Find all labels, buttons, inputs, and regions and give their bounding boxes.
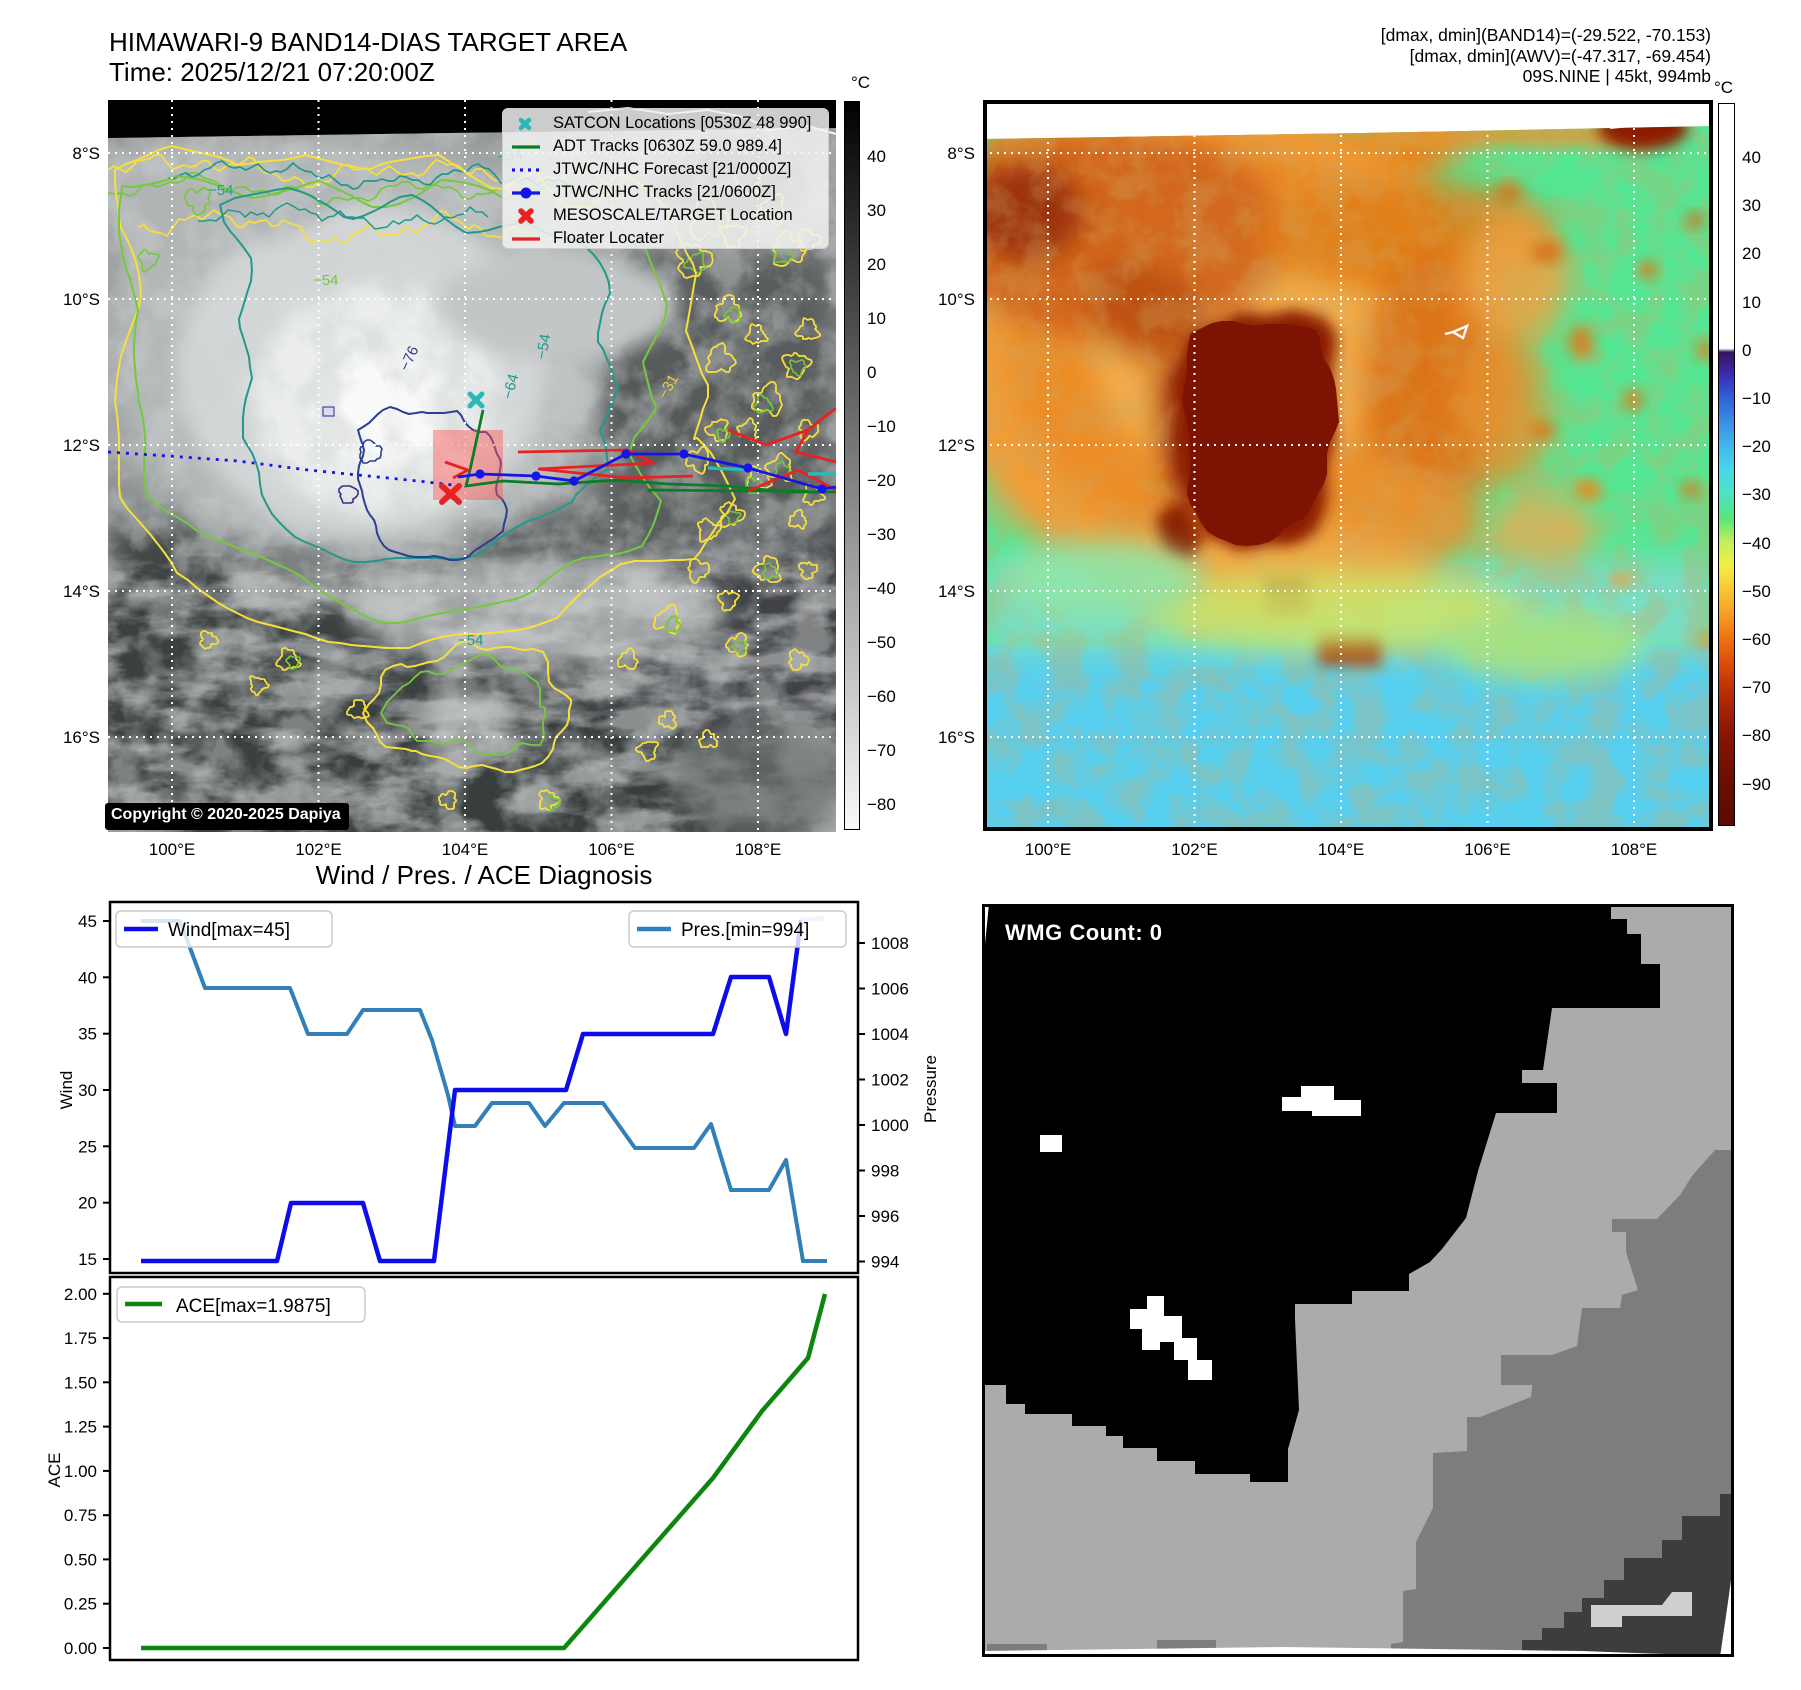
svg-text:15: 15 — [78, 1250, 97, 1269]
svg-text:1008: 1008 — [871, 934, 909, 953]
svg-text:Pressure: Pressure — [921, 1055, 940, 1123]
svg-text:996: 996 — [871, 1207, 899, 1226]
svg-text:20: 20 — [78, 1194, 97, 1213]
svg-text:25: 25 — [78, 1137, 97, 1156]
svg-text:ACE: ACE — [45, 1453, 64, 1488]
svg-text:45: 45 — [78, 912, 97, 931]
svg-text:Wind: Wind — [57, 1071, 76, 1110]
svg-text:994: 994 — [871, 1253, 899, 1272]
svg-text:30: 30 — [78, 1081, 97, 1100]
svg-text:−54: −54 — [533, 333, 554, 361]
svg-text:0.25: 0.25 — [64, 1595, 97, 1614]
svg-text:40: 40 — [78, 968, 97, 987]
svg-text:1000: 1000 — [871, 1116, 909, 1135]
svg-text:WMG Count: 0: WMG Count: 0 — [1005, 920, 1163, 945]
svg-text:35: 35 — [78, 1025, 97, 1044]
svg-text:1002: 1002 — [871, 1071, 909, 1090]
svg-text:−54: −54 — [208, 182, 233, 199]
svg-text:1006: 1006 — [871, 980, 909, 999]
svg-text:−54: −54 — [458, 632, 483, 649]
svg-text:Wind[max=45]: Wind[max=45] — [168, 920, 290, 941]
svg-text:2.00: 2.00 — [64, 1285, 97, 1304]
svg-text:1.00: 1.00 — [64, 1462, 97, 1481]
svg-text:1.75: 1.75 — [64, 1329, 97, 1348]
svg-text:0.75: 0.75 — [64, 1506, 97, 1525]
svg-text:1004: 1004 — [871, 1025, 909, 1044]
svg-text:0.50: 0.50 — [64, 1550, 97, 1569]
svg-text:−64: −64 — [499, 372, 522, 401]
svg-text:998: 998 — [871, 1162, 899, 1181]
svg-text:1.25: 1.25 — [64, 1418, 97, 1437]
svg-text:Pres.[min=994]: Pres.[min=994] — [681, 920, 809, 941]
svg-text:−54: −54 — [313, 272, 338, 289]
svg-text:0.00: 0.00 — [64, 1639, 97, 1658]
svg-text:ACE[max=1.9875]: ACE[max=1.9875] — [176, 1296, 331, 1317]
svg-text:1.50: 1.50 — [64, 1373, 97, 1392]
